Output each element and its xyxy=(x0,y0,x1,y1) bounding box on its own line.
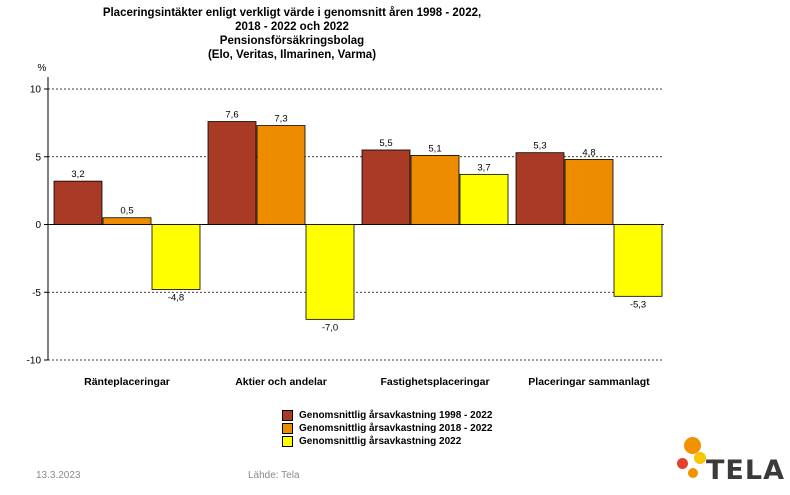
legend-swatch xyxy=(282,422,293,434)
data-label: 5,3 xyxy=(533,141,546,152)
data-label: 7,6 xyxy=(225,110,238,121)
bar xyxy=(515,152,565,225)
category-label: Fastighetsplaceringar xyxy=(380,376,489,388)
category-label: Ränteplaceringar xyxy=(84,376,170,388)
bar xyxy=(459,173,509,225)
title-line-4: (Elo, Veritas, Ilmarinen, Varma) xyxy=(207,49,377,61)
y-tick-label: 5 xyxy=(35,152,41,163)
data-label: 4,8 xyxy=(582,147,595,158)
legend: Genomsnittlig årsavkastning 1998 - 2022 G… xyxy=(282,409,492,448)
data-label: 5,1 xyxy=(428,143,441,154)
bar xyxy=(256,125,306,225)
data-label: 3,2 xyxy=(71,169,84,180)
legend-item: Genomsnittlig årsavkastning 1998 - 2022 xyxy=(282,409,492,421)
footer-source: Lähde: Tela xyxy=(248,470,300,481)
legend-label: Genomsnittlig årsavkastning 1998 - 2022 xyxy=(299,409,493,421)
y-tick-label: 0 xyxy=(35,220,41,231)
tela-logo: TELA xyxy=(672,433,785,488)
bar xyxy=(361,149,411,225)
data-label: 0,5 xyxy=(120,206,133,217)
title-line-2: 2018 - 2022 och 2022 xyxy=(235,21,349,33)
title-line-1: Placeringsintäkter enligt verkligt värde… xyxy=(102,7,482,19)
data-label: -7,0 xyxy=(322,322,338,333)
bar xyxy=(410,154,460,225)
data-label: 5,5 xyxy=(379,138,392,149)
bar xyxy=(53,180,103,225)
legend-swatch xyxy=(282,409,293,421)
y-tick-label: 10 xyxy=(30,85,42,96)
data-label: 7,3 xyxy=(274,114,287,125)
legend-swatch xyxy=(282,435,293,447)
bar xyxy=(102,217,152,225)
bar xyxy=(613,224,663,297)
footer-date: 13.3.2023 xyxy=(36,470,81,481)
bar xyxy=(564,159,614,225)
legend-label: Genomsnittlig årsavkastning 2022 xyxy=(299,435,462,447)
title-line-3: Pensionsförsäkringsbolag xyxy=(219,35,365,47)
legend-item: Genomsnittlig årsavkastning 2018 - 2022 xyxy=(282,422,492,434)
y-tick-label: -10 xyxy=(27,356,42,367)
chart-title: Placeringsintäkter enligt verkligt värde… xyxy=(0,6,584,62)
bar xyxy=(305,224,355,320)
category-label: Aktier och andelar xyxy=(235,376,327,388)
logo-dot-yellow xyxy=(694,452,706,464)
logo-text: TELA xyxy=(706,455,785,486)
logo-dot-orange xyxy=(684,437,701,454)
category-label: Placeringar sammanlagt xyxy=(528,376,650,388)
y-unit-label: % xyxy=(38,63,47,74)
bar xyxy=(151,224,201,290)
bar xyxy=(207,121,257,225)
data-label: -4,8 xyxy=(168,293,184,304)
legend-label: Genomsnittlig årsavkastning 2018 - 2022 xyxy=(299,422,493,434)
bar-chart: % 10 5 0 -5 -10 3,2 0,5 -4,8 Ränteplaceringar 7,6 7… xyxy=(27,63,664,388)
logo-dot-orange-small xyxy=(688,468,698,478)
logo-dot-red xyxy=(677,458,688,469)
data-label: -5,3 xyxy=(630,299,646,310)
legend-item: Genomsnittlig årsavkastning 2022 xyxy=(282,435,492,447)
data-label: 3,7 xyxy=(477,162,490,173)
y-tick-label: -5 xyxy=(32,288,41,299)
